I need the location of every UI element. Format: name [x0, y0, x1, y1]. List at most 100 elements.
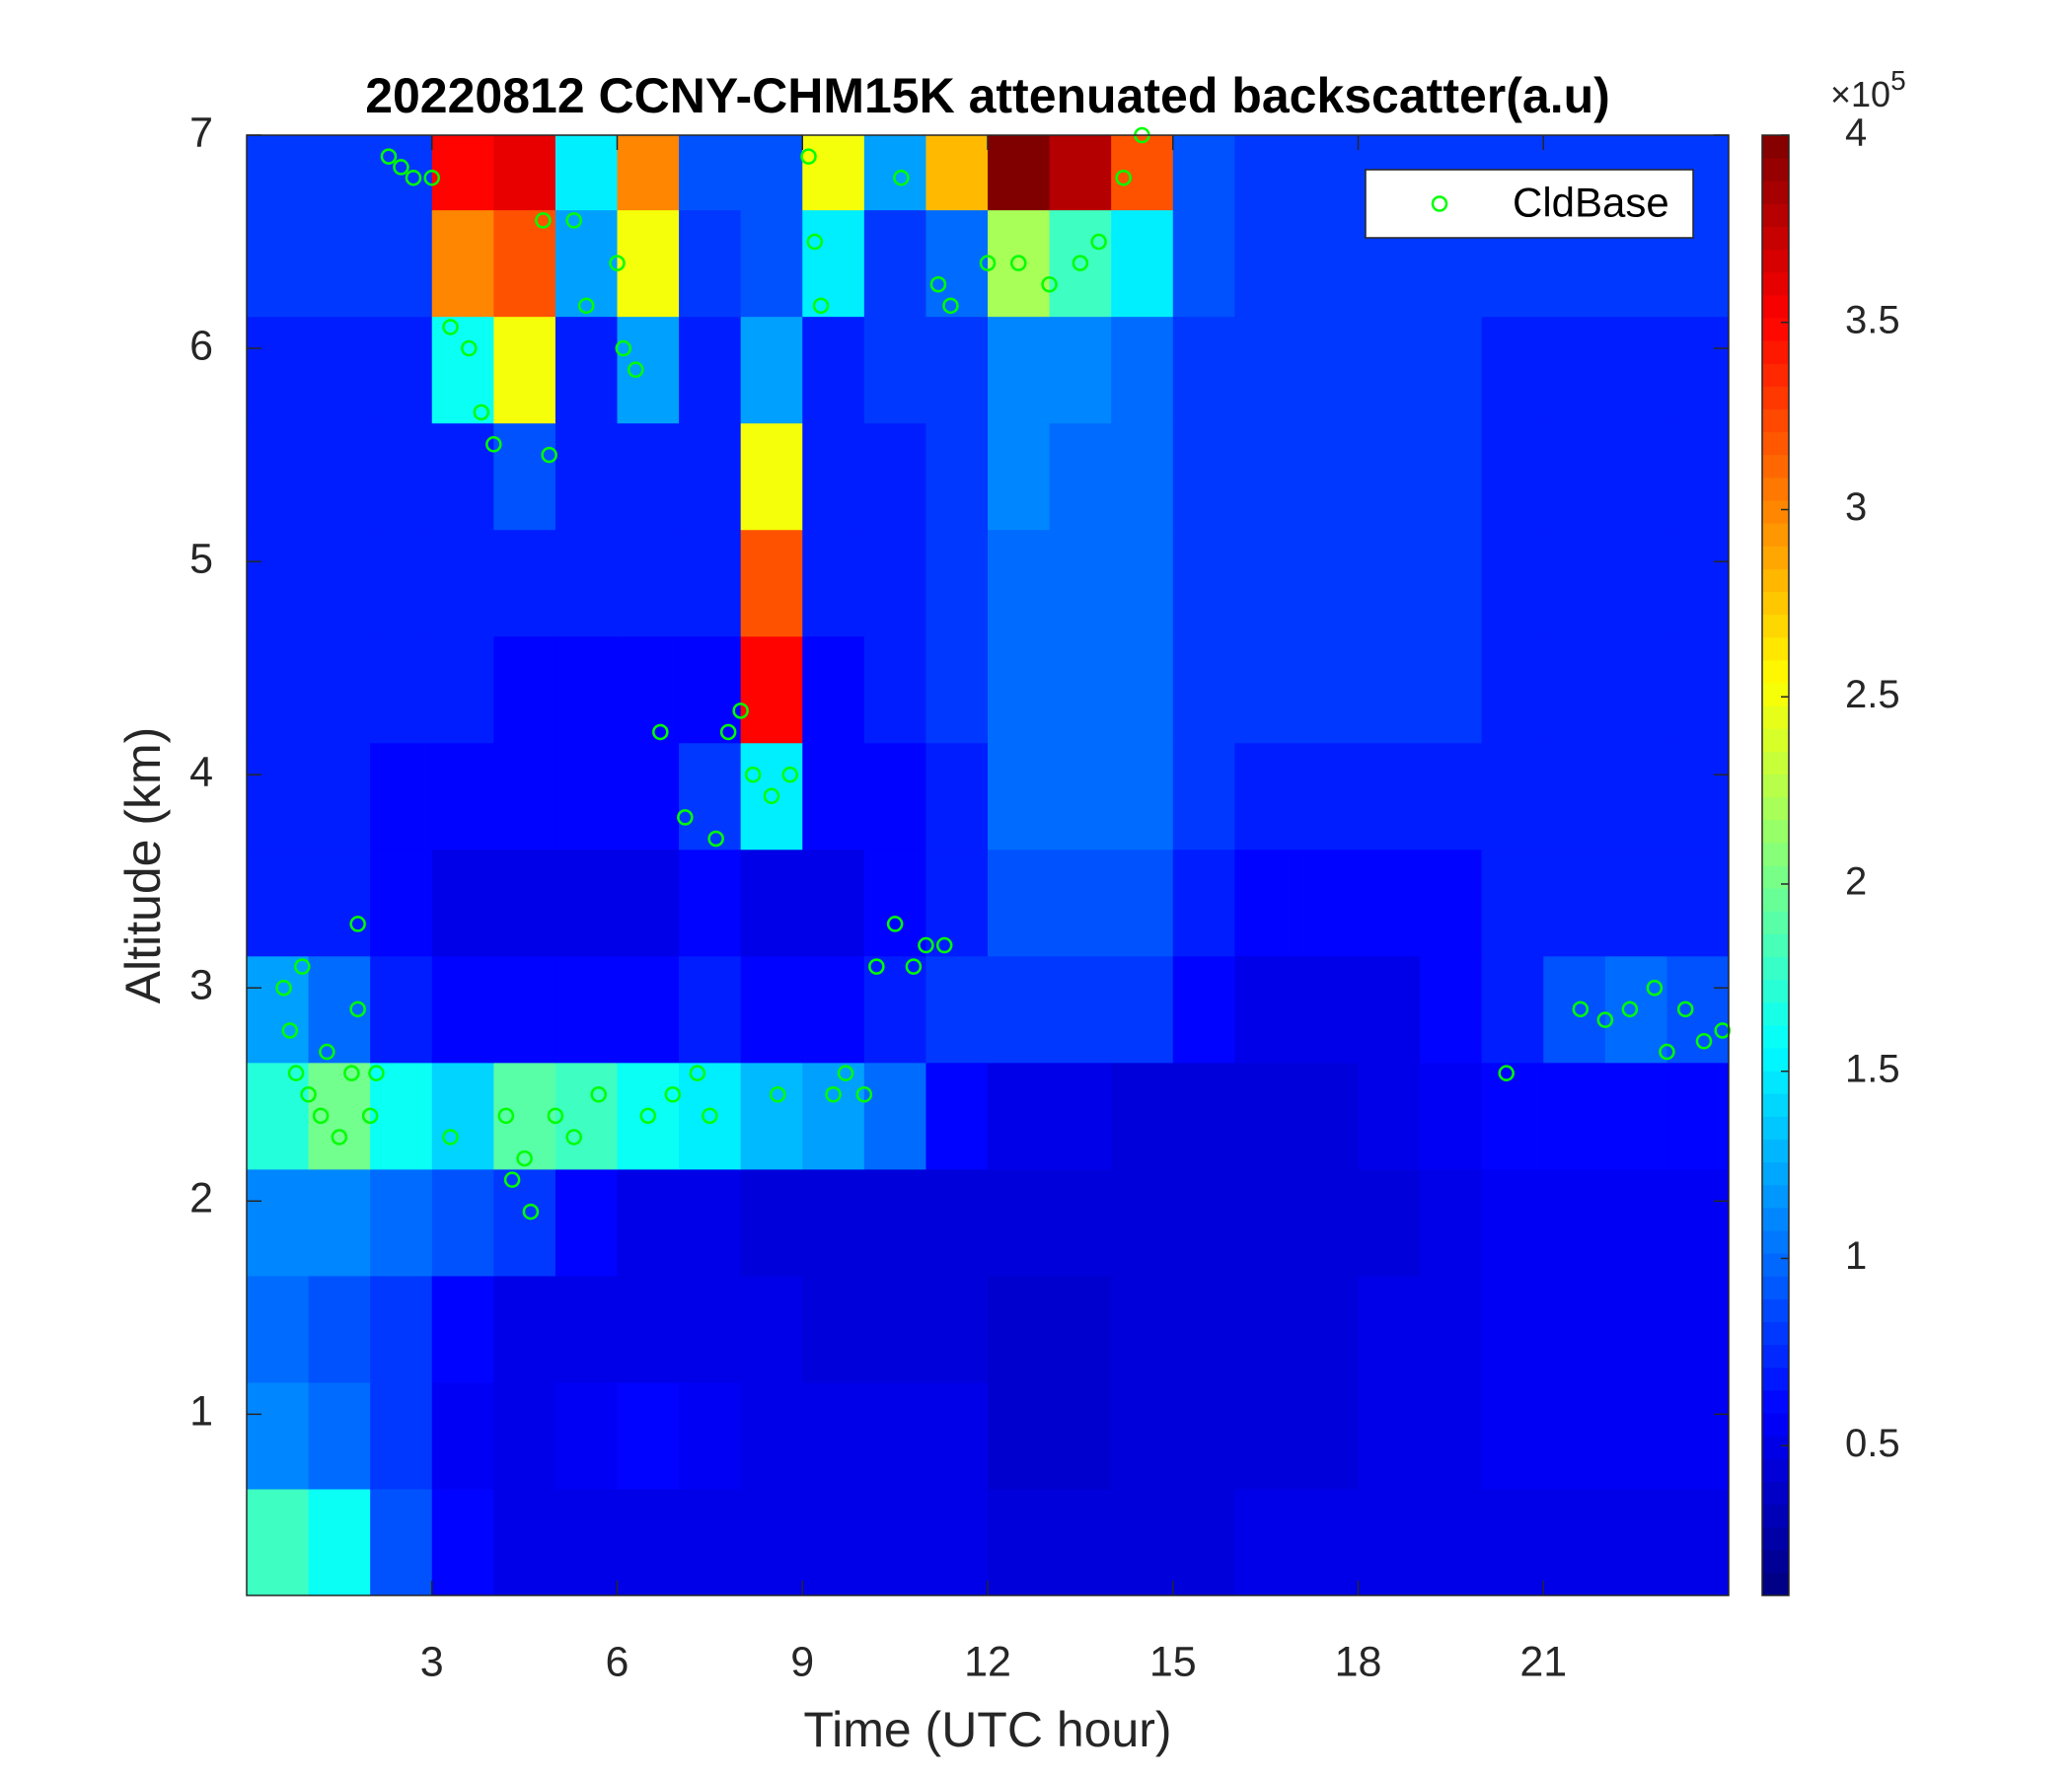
heatmap-cell: [493, 1062, 556, 1170]
heatmap-cell: [370, 1168, 433, 1277]
heatmap-cell: [1666, 849, 1729, 957]
heatmap-cell: [1234, 529, 1297, 637]
heatmap-cell: [1420, 422, 1483, 531]
heatmap-cell: [308, 1062, 371, 1170]
heatmap-cell: [493, 316, 556, 424]
cloud-base-point: [535, 212, 552, 229]
heatmap-cell: [1604, 1488, 1667, 1595]
heatmap-cell: [1111, 1381, 1174, 1490]
heatmap-cell: [1049, 849, 1112, 957]
heatmap-cell: [1172, 135, 1235, 211]
cloud-base-point: [639, 1107, 657, 1125]
heatmap-cell: [370, 742, 433, 851]
colorbar-tick-label: 1.5: [1845, 1047, 1900, 1090]
heatmap-cell: [1358, 742, 1421, 851]
y-tick-label: 1: [189, 1388, 213, 1436]
colorbar-tick-label: 0.5: [1845, 1422, 1900, 1465]
heatmap-cell: [863, 1488, 926, 1595]
heatmap-cell: [925, 1168, 989, 1277]
heatmap-cell: [988, 1488, 1051, 1595]
heatmap-cell: [679, 1062, 742, 1170]
colorbar-segment: [1762, 1276, 1789, 1299]
cloud-base-point: [942, 297, 959, 315]
heatmap-cell: [1481, 1168, 1544, 1277]
heatmap-cell: [863, 316, 926, 424]
colorbar-segment: [1762, 614, 1789, 638]
heatmap-cell: [493, 635, 556, 744]
x-tick-label: 18: [1335, 1638, 1382, 1685]
heatmap-cell: [925, 135, 989, 211]
heatmap-cell: [925, 742, 989, 851]
heatmap-cell: [555, 1168, 618, 1277]
heatmap-cell: [247, 209, 310, 318]
colorbar-segment: [1762, 1298, 1789, 1322]
heatmap-cell: [740, 1381, 803, 1490]
heatmap-cell: [988, 1381, 1051, 1490]
colorbar-segment: [1762, 1321, 1789, 1346]
cloud-base-point: [541, 446, 557, 464]
cloud-base-point: [935, 936, 953, 954]
heatmap-cell: [247, 529, 310, 637]
cloud-base-point: [732, 703, 749, 719]
cloud-base-point: [1115, 169, 1132, 186]
heatmap-cell: [679, 1275, 742, 1383]
heatmap-cell: [679, 529, 742, 637]
cloud-base-point: [609, 255, 626, 271]
colorbar-segment: [1762, 340, 1789, 364]
colorbar-segment: [1762, 1526, 1789, 1551]
heatmap-cell: [431, 422, 494, 531]
heatmap-cell: [617, 1488, 680, 1595]
cloud-base-point: [781, 766, 798, 783]
colorbar-segment: [1762, 271, 1789, 296]
heatmap-cell: [1049, 955, 1112, 1064]
heatmap-cell: [1543, 1168, 1606, 1277]
heatmap-cell: [1295, 1381, 1359, 1490]
heatmap-cell: [988, 742, 1051, 851]
colorbar-segment: [1762, 591, 1789, 616]
cloud-base-point: [652, 723, 669, 741]
heatmap-cell: [555, 742, 618, 851]
heatmap-cell: [1481, 955, 1544, 1064]
chart-title: 20220812 CCNY-CHM15K attenuated backscat…: [365, 68, 1610, 123]
heatmap-cell: [493, 1488, 556, 1595]
cloud-base-point: [689, 1065, 706, 1081]
heatmap-cell: [247, 1488, 310, 1595]
heatmap-cell: [308, 742, 371, 851]
colorbar-segment: [1762, 408, 1789, 433]
colorbar-segment: [1762, 454, 1789, 479]
colorbar-segment: [1762, 1024, 1789, 1049]
heatmap-cell: [1172, 1275, 1235, 1383]
heatmap-cell: [555, 1062, 618, 1170]
colorbar-segment: [1762, 1549, 1789, 1574]
heatmap-cell: [555, 209, 618, 318]
heatmap-cell: [431, 1488, 494, 1595]
heatmap-cell: [802, 316, 865, 424]
colorbar-tick-label: 2: [1845, 860, 1867, 904]
colorbar-segment: [1762, 636, 1789, 661]
heatmap-cell: [802, 1488, 865, 1595]
heatmap-cell: [1172, 1381, 1235, 1490]
heatmap-cell: [1111, 209, 1174, 318]
heatmap-cell: [988, 1275, 1051, 1383]
heatmap-cell: [1172, 1488, 1235, 1595]
cloud-base-point: [590, 1086, 607, 1103]
x-tick-label: 3: [420, 1638, 444, 1685]
colorbar-segment: [1762, 1572, 1789, 1596]
colorbar-segment: [1762, 294, 1789, 319]
cloud-base-point: [294, 958, 311, 975]
heatmap-cell: [925, 1275, 989, 1383]
heatmap-cell: [679, 1168, 742, 1277]
heatmap-cell: [1111, 1488, 1174, 1595]
overlay: 3 6 9 12 15 18 2112345670.511.522.533.54CldBas…: [189, 109, 1900, 1685]
cloud-base-point: [547, 1107, 564, 1125]
heatmap-cell: [1111, 955, 1174, 1064]
heatmap-cell: [1666, 1381, 1729, 1490]
colorbar-segment: [1762, 1093, 1789, 1117]
heatmap-cell: [431, 135, 494, 211]
y-tick-label: 5: [189, 535, 213, 582]
heatmap-cell: [370, 209, 433, 318]
heatmap-cell: [740, 635, 803, 744]
colorbar-segment: [1762, 1504, 1789, 1528]
heatmap-cell: [1295, 1488, 1359, 1595]
heatmap-cell: [1111, 316, 1174, 424]
